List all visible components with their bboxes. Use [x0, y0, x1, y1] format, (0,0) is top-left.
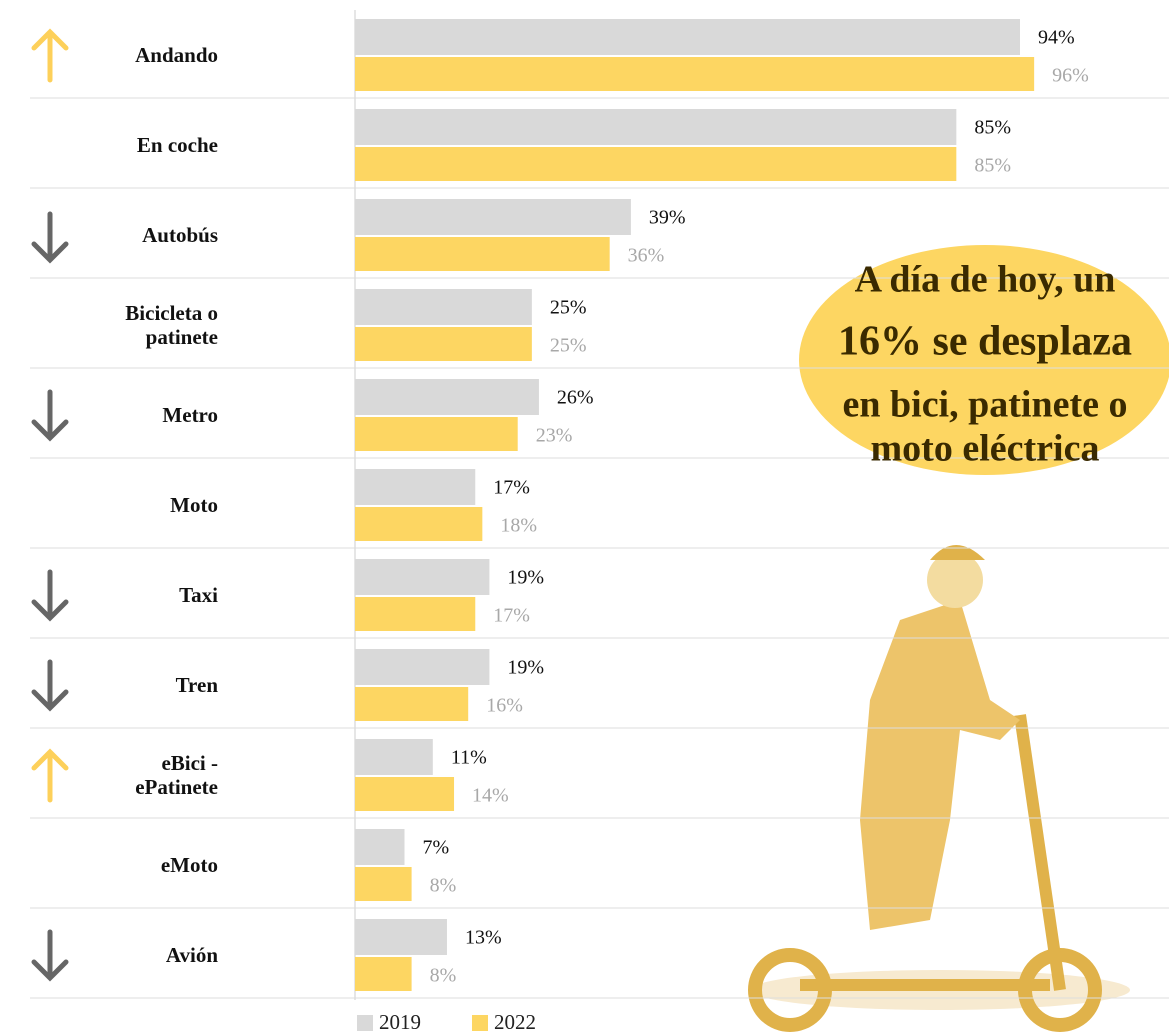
value-label: 17% [493, 477, 530, 499]
bar [355, 379, 539, 415]
bar [355, 957, 412, 991]
category-label: Andando [135, 43, 218, 67]
value-label: 7% [423, 837, 450, 859]
value-label: 85% [974, 117, 1011, 139]
illustration [748, 545, 1130, 1032]
bar [355, 867, 412, 901]
callout [799, 245, 1169, 475]
legend-swatch [472, 1015, 488, 1031]
value-label: 16% [486, 695, 523, 717]
trend-arrows [31, 28, 69, 982]
bar [355, 687, 469, 721]
value-label: 94% [1038, 27, 1075, 49]
value-label: 85% [974, 155, 1011, 177]
category-label: Metro [162, 403, 218, 427]
value-label: 25% [550, 335, 587, 357]
value-label: 19% [507, 567, 544, 589]
legend-label: 2022 [494, 1010, 536, 1033]
category-label: Autobús [142, 223, 218, 247]
value-label: 17% [493, 605, 530, 627]
category-label: eMoto [160, 853, 218, 877]
bar [355, 829, 405, 865]
value-label: 39% [649, 207, 686, 229]
callout-text: A día de hoy, un [855, 259, 1116, 301]
value-label: 8% [430, 875, 457, 897]
category-label: En coche [136, 133, 218, 157]
category-label: Taxi [179, 583, 218, 607]
bar [355, 289, 532, 325]
value-label: 19% [507, 657, 544, 679]
bar [355, 739, 433, 775]
value-label: 36% [628, 245, 665, 267]
legend-swatch [357, 1015, 373, 1031]
value-label: 26% [557, 387, 594, 409]
bar [355, 147, 957, 181]
value-label: 8% [430, 965, 457, 987]
value-label: 11% [451, 747, 487, 769]
bar [355, 919, 447, 955]
bar [355, 109, 957, 145]
bar [355, 57, 1035, 91]
value-label: 18% [500, 515, 537, 537]
bar [355, 199, 631, 235]
bar [355, 327, 532, 361]
bar [355, 559, 490, 595]
bar [355, 19, 1020, 55]
category-label: Moto [170, 493, 218, 517]
bar [355, 237, 610, 271]
bar [355, 777, 455, 811]
callout-text: 16% se desplaza [838, 319, 1132, 365]
bar [355, 649, 490, 685]
value-label: 13% [465, 927, 502, 949]
bar [355, 507, 483, 541]
value-label: 25% [550, 297, 587, 319]
callout-text: en bici, patinete o [843, 384, 1128, 426]
bar [355, 597, 476, 631]
category-label: Bicicleta o patinete [125, 301, 218, 349]
value-label: 96% [1052, 65, 1089, 87]
category-label: Tren [175, 673, 218, 697]
value-label: 23% [536, 425, 573, 447]
value-label: 14% [472, 785, 509, 807]
bar [355, 469, 476, 505]
category-label: eBici - ePatinete [135, 751, 218, 799]
category-label: Avión [165, 943, 218, 967]
bar [355, 417, 518, 451]
callout-text: moto eléctrica [871, 428, 1100, 470]
legend-label: 2019 [379, 1010, 421, 1033]
